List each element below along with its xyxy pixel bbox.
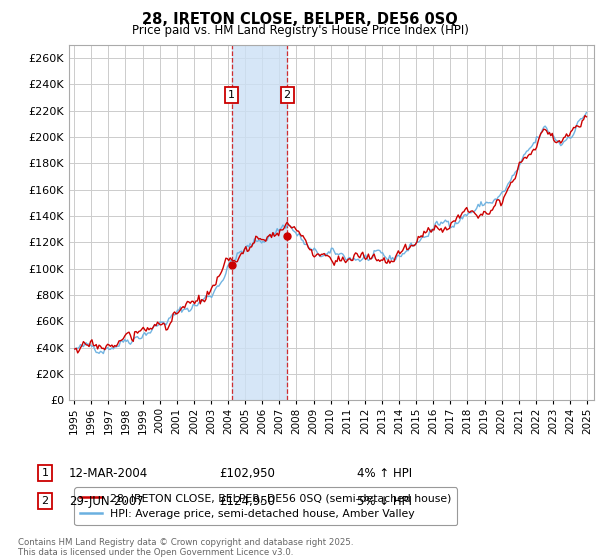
Text: 29-JUN-2007: 29-JUN-2007 [69,494,144,508]
Text: Price paid vs. HM Land Registry's House Price Index (HPI): Price paid vs. HM Land Registry's House … [131,24,469,36]
Text: £124,950: £124,950 [219,494,275,508]
Text: 2: 2 [41,496,49,506]
Text: 4% ↑ HPI: 4% ↑ HPI [357,466,412,480]
Text: 1: 1 [228,90,235,100]
Text: 1: 1 [41,468,49,478]
Text: 5% ↓ HPI: 5% ↓ HPI [357,494,412,508]
Text: £102,950: £102,950 [219,466,275,480]
Text: 2: 2 [284,90,291,100]
Legend: 28, IRETON CLOSE, BELPER, DE56 0SQ (semi-detached house), HPI: Average price, se: 28, IRETON CLOSE, BELPER, DE56 0SQ (semi… [74,487,457,525]
Text: Contains HM Land Registry data © Crown copyright and database right 2025.
This d: Contains HM Land Registry data © Crown c… [18,538,353,557]
Text: 12-MAR-2004: 12-MAR-2004 [69,466,148,480]
Bar [232,45,287,400]
Text: 28, IRETON CLOSE, BELPER, DE56 0SQ: 28, IRETON CLOSE, BELPER, DE56 0SQ [142,12,458,27]
